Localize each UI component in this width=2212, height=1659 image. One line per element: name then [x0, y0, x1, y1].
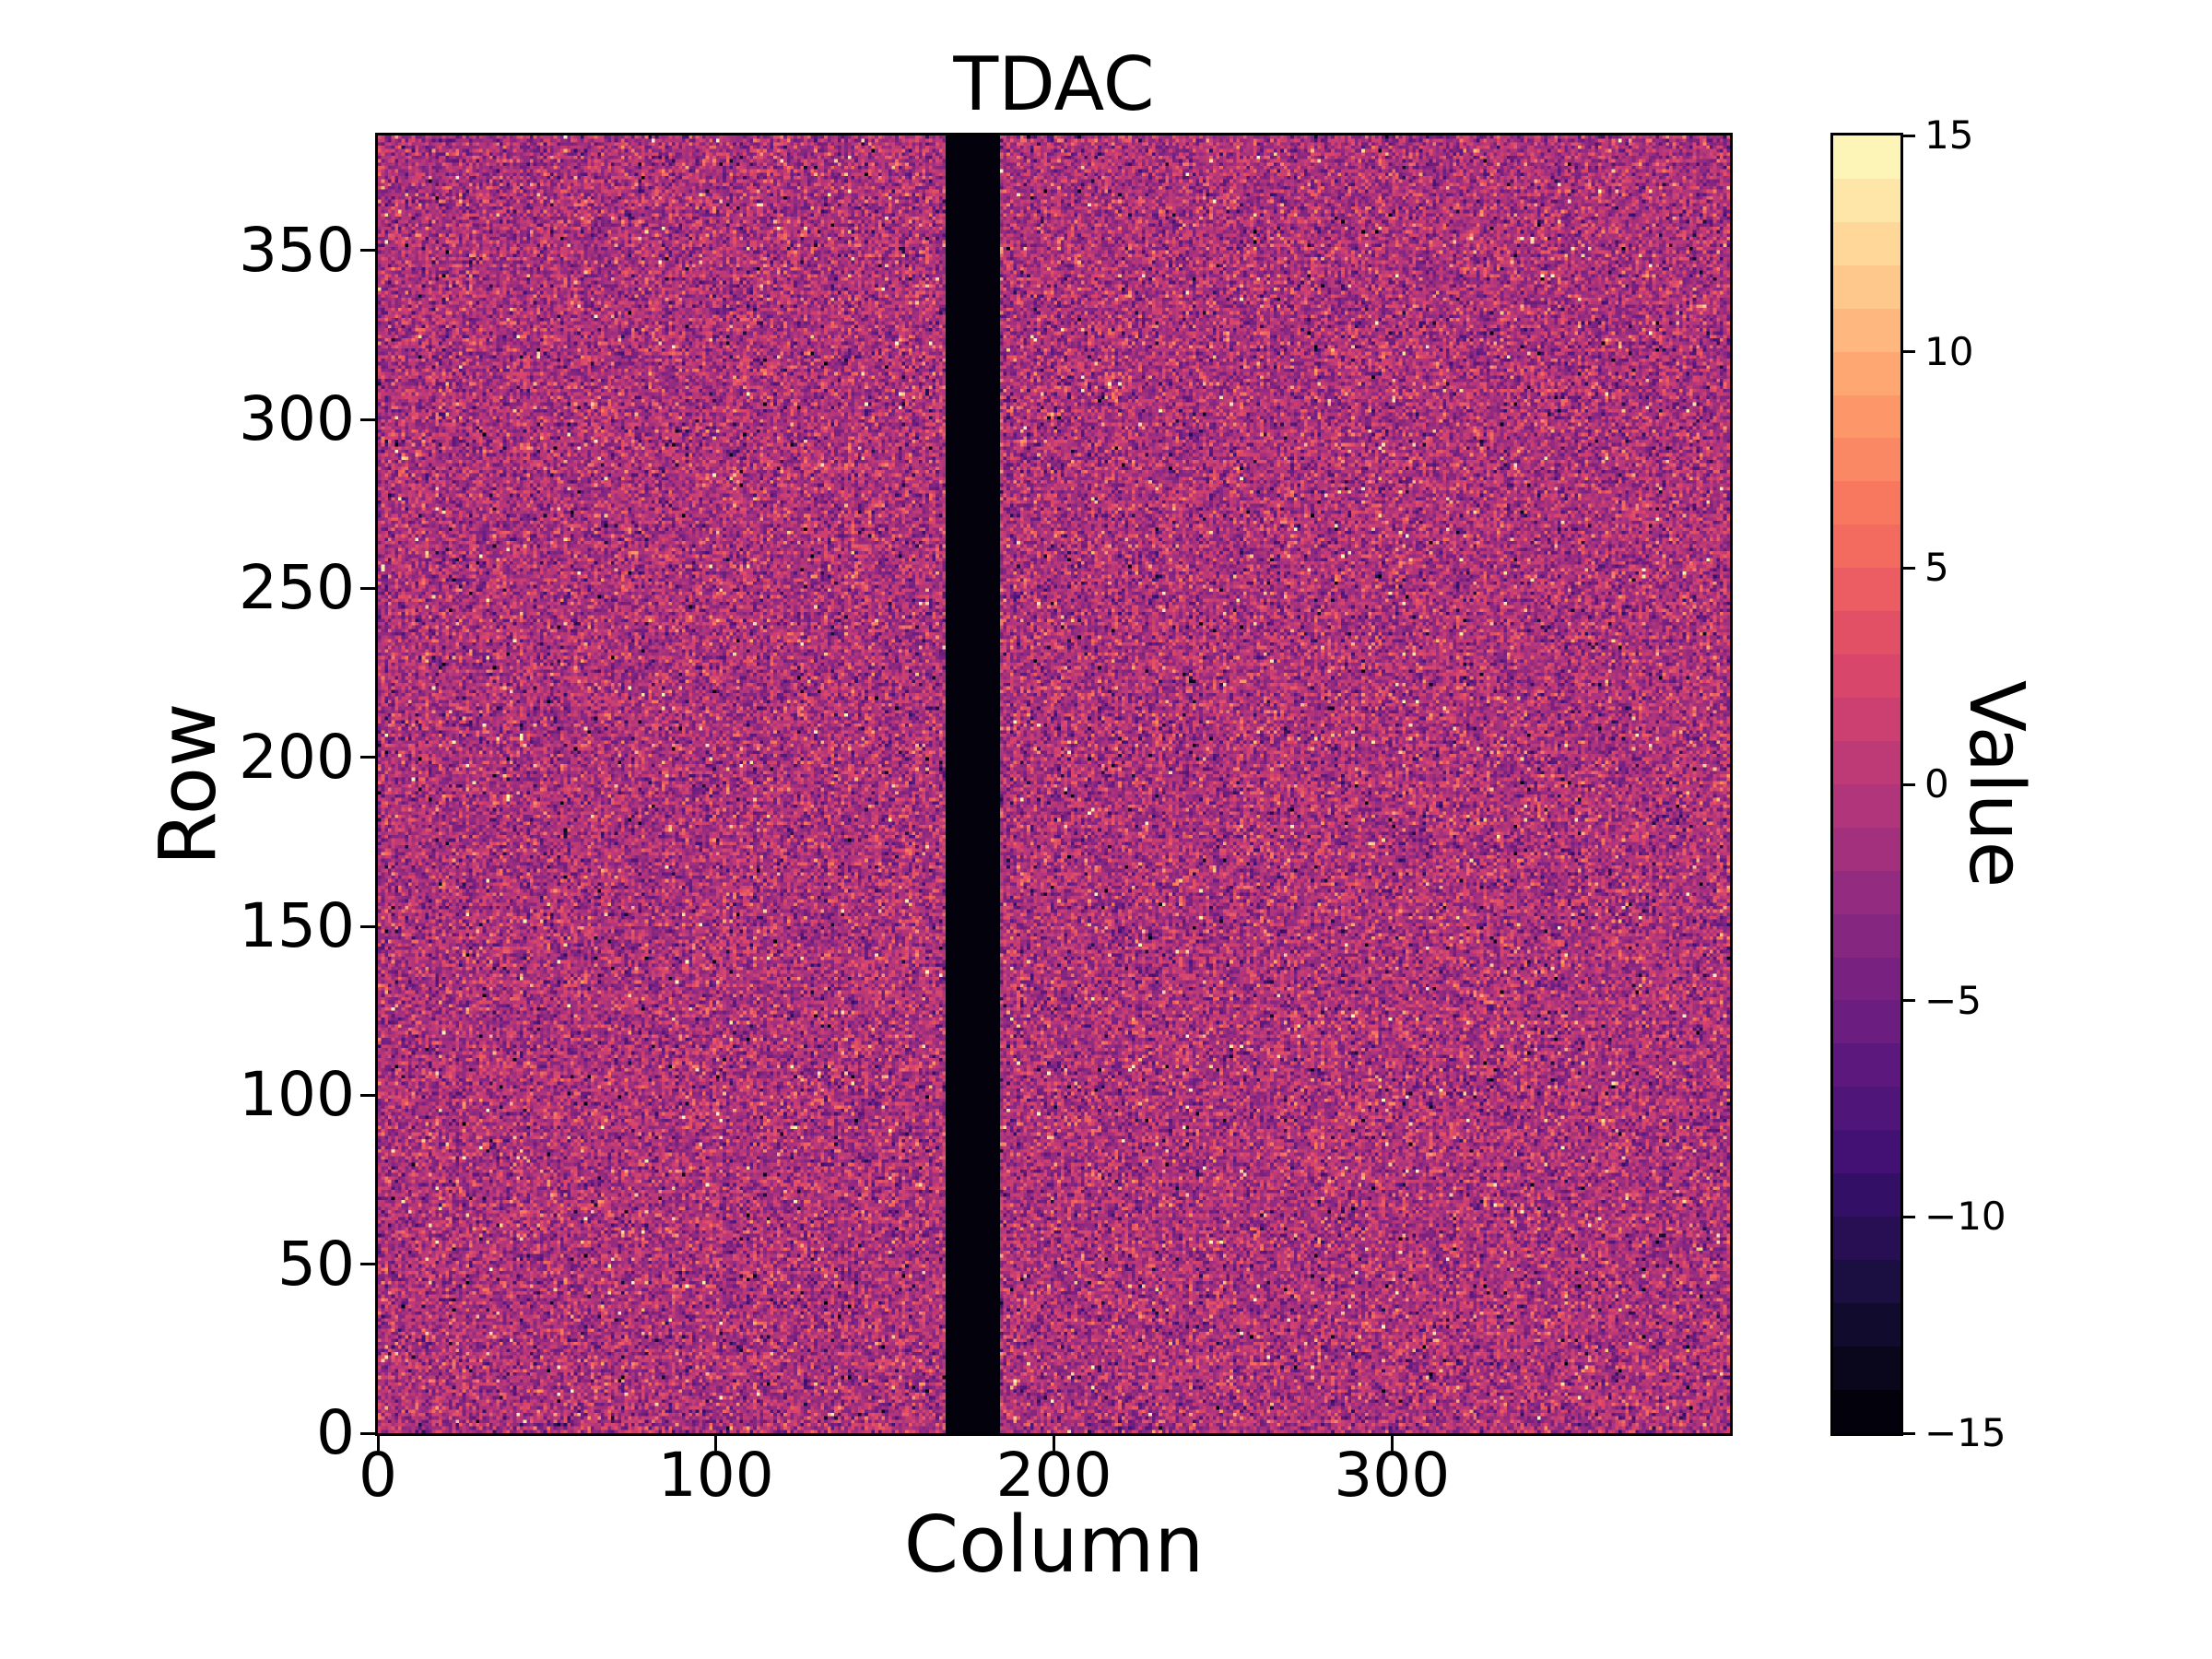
x-tick-mark: [714, 1436, 718, 1451]
colorbar-band: [1833, 1000, 1900, 1044]
colorbar-band: [1833, 913, 1900, 958]
colorbar-tick-label: −10: [1924, 1194, 2006, 1240]
y-tick-label: 150: [239, 890, 355, 961]
colorbar-tick-mark: [1903, 999, 1915, 1003]
colorbar-tick-mark: [1903, 1215, 1915, 1218]
colorbar-tick-label: 10: [1924, 328, 1974, 374]
colorbar-band: [1833, 1346, 1900, 1390]
colorbar-band: [1833, 1302, 1900, 1347]
y-axis-ticks: [360, 135, 375, 1435]
y-tick-mark: [360, 1263, 375, 1266]
colorbar-band: [1833, 135, 1900, 179]
colorbar-band: [1833, 1087, 1900, 1131]
x-tick-mark: [376, 1436, 380, 1451]
y-tick-mark: [360, 586, 375, 590]
colorbar-tick-mark: [1903, 566, 1915, 570]
y-tick-label: 250: [239, 552, 355, 624]
colorbar-tick-mark: [1903, 1431, 1915, 1435]
colorbar-tick-label: 5: [1924, 545, 1949, 591]
colorbar-tick-mark: [1903, 134, 1915, 137]
x-tick-label: 100: [657, 1440, 774, 1511]
colorbar: [1830, 133, 1903, 1436]
colorbar-band: [1833, 740, 1900, 784]
colorbar-band: [1833, 351, 1900, 395]
plot-title: TDAC: [953, 41, 1155, 127]
y-tick-mark: [360, 1431, 375, 1435]
colorbar-band: [1833, 1173, 1900, 1218]
colorbar-band: [1833, 870, 1900, 914]
x-tick-label: 0: [359, 1440, 397, 1511]
colorbar-band: [1833, 1130, 1900, 1174]
colorbar-band: [1833, 783, 1900, 828]
colorbar-band: [1833, 1043, 1900, 1088]
colorbar-band: [1833, 438, 1900, 482]
colorbar-band: [1833, 654, 1900, 698]
y-tick-mark: [360, 924, 375, 928]
y-axis-label: Row: [143, 702, 234, 866]
colorbar-band: [1833, 178, 1900, 222]
y-tick-label: 50: [277, 1228, 355, 1300]
colorbar-band: [1833, 1389, 1900, 1433]
x-tick-label: 200: [995, 1440, 1112, 1511]
heatmap-canvas: [378, 135, 1730, 1433]
y-tick-mark: [360, 756, 375, 759]
y-tick-label: 100: [239, 1059, 355, 1131]
x-tick-mark: [1390, 1436, 1394, 1451]
colorbar-band: [1833, 1259, 1900, 1303]
colorbar-tick-label: 0: [1924, 761, 1949, 806]
colorbar-band: [1833, 1217, 1900, 1260]
x-axis-ticks: [376, 1436, 1730, 1451]
y-tick-mark: [360, 1093, 375, 1097]
colorbar-tick-mark: [1903, 782, 1915, 786]
colorbar-band: [1833, 394, 1900, 439]
colorbar-band: [1833, 265, 1900, 309]
colorbar-band: [1833, 524, 1900, 569]
colorbar-band: [1833, 957, 1900, 1001]
y-tick-mark: [360, 418, 375, 421]
colorbar-band: [1833, 697, 1900, 741]
y-tick-label: 300: [239, 383, 355, 454]
colorbar-tick-label: −5: [1924, 977, 1982, 1023]
colorbar-ticks: [1903, 134, 1915, 1435]
colorbar-label: Value: [1952, 680, 2040, 888]
heatmap-plot-area: [375, 133, 1733, 1436]
colorbar-tick-label: 15: [1924, 112, 1974, 158]
x-axis-label: Column: [903, 1500, 1205, 1591]
y-tick-label: 0: [316, 1397, 355, 1468]
colorbar-band: [1833, 221, 1900, 265]
colorbar-tick-mark: [1903, 350, 1915, 354]
colorbar-band: [1833, 568, 1900, 612]
x-tick-label: 300: [1334, 1440, 1451, 1511]
colorbar-band: [1833, 481, 1900, 525]
y-tick-label: 350: [239, 214, 355, 286]
colorbar-band: [1833, 827, 1900, 871]
colorbar-band: [1833, 611, 1900, 655]
y-tick-mark: [360, 249, 375, 253]
colorbar-band: [1833, 308, 1900, 352]
x-tick-mark: [1053, 1436, 1055, 1451]
y-tick-label: 200: [239, 721, 355, 793]
colorbar-tick-label: −15: [1924, 1410, 2006, 1455]
